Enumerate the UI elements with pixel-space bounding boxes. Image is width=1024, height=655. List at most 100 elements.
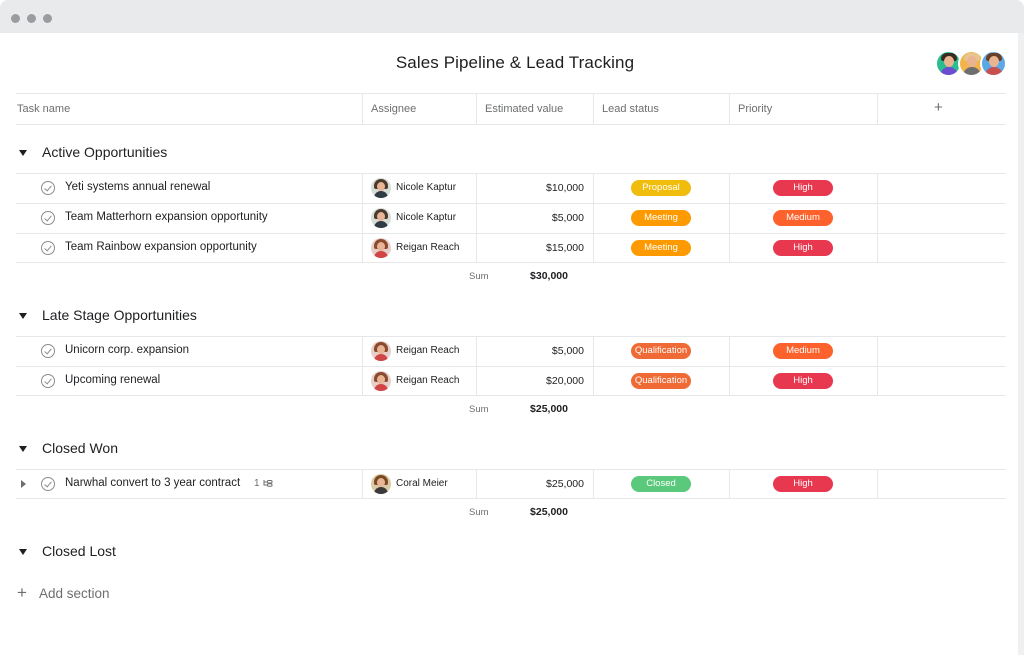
assignee-avatar[interactable]: [371, 238, 391, 258]
task-row[interactable]: Narwhal convert to 3 year contract 1 Coral…: [16, 469, 1006, 499]
task-row[interactable]: Upcoming renewal Reigan Reach $20,000 Quali…: [16, 366, 1006, 396]
row-divider: [16, 498, 1006, 499]
complete-checkbox-icon[interactable]: [41, 477, 55, 491]
member-avatar-1[interactable]: [935, 50, 962, 77]
priority-badge[interactable]: High: [773, 240, 833, 256]
complete-checkbox-icon[interactable]: [41, 374, 55, 388]
column-divider: [593, 336, 594, 395]
avatar-face: [377, 242, 385, 251]
column-divider: [476, 469, 477, 498]
complete-checkbox-icon[interactable]: [41, 241, 55, 255]
task-name[interactable]: Yeti systems annual renewal: [65, 181, 211, 193]
task-name[interactable]: Upcoming renewal: [65, 374, 161, 386]
row-divider: [16, 173, 1006, 174]
assignee-name[interactable]: Reigan Reach: [396, 242, 460, 253]
estimated-value[interactable]: $5,000: [551, 212, 584, 224]
estimated-value[interactable]: $25,000: [546, 478, 584, 490]
assignee-name[interactable]: Reigan Reach: [396, 345, 460, 356]
priority-badge[interactable]: High: [773, 373, 833, 389]
task-name[interactable]: Narwhal convert to 3 year contract: [65, 477, 241, 489]
column-header-lead-status[interactable]: Lead status: [602, 103, 659, 115]
priority-badge[interactable]: Medium: [773, 210, 833, 226]
header-column-divider: [593, 94, 594, 124]
task-row[interactable]: Yeti systems annual renewal Nicole Kaptur…: [16, 173, 1006, 203]
task-name[interactable]: Team Rainbow expansion opportunity: [65, 241, 257, 253]
task-name[interactable]: Team Matterhorn expansion opportunity: [65, 211, 268, 223]
row-divider: [16, 366, 1006, 367]
column-divider: [877, 173, 878, 262]
assignee-avatar[interactable]: [371, 341, 391, 361]
window-edge: [1018, 33, 1024, 655]
caret-down-icon[interactable]: [19, 549, 27, 555]
column-header-priority[interactable]: Priority: [738, 103, 773, 115]
row-divider: [16, 336, 1006, 337]
window-titlebar: [0, 0, 1024, 33]
estimated-value[interactable]: $5,000: [551, 345, 584, 357]
assignee-avatar[interactable]: [371, 474, 391, 494]
column-divider: [362, 173, 363, 262]
row-divider: [16, 262, 1006, 263]
complete-checkbox-icon[interactable]: [41, 344, 55, 358]
complete-checkbox-icon[interactable]: [41, 211, 55, 225]
add-section-label: Add section: [39, 586, 110, 601]
avatar-body: [963, 67, 981, 75]
column-divider: [593, 469, 594, 498]
avatar-body: [985, 67, 1003, 75]
avatar-body: [374, 384, 388, 391]
assignee-avatar[interactable]: [371, 371, 391, 391]
subtask-icon: [263, 480, 273, 487]
assignee-avatar[interactable]: [371, 178, 391, 198]
member-avatar-3[interactable]: [980, 50, 1007, 77]
priority-badge[interactable]: High: [773, 180, 833, 196]
priority-badge[interactable]: High: [773, 476, 833, 492]
avatar-face: [377, 478, 385, 487]
column-divider: [476, 173, 477, 262]
lead-status-badge[interactable]: Proposal: [631, 180, 691, 196]
avatar-face: [377, 212, 385, 221]
lead-status-badge[interactable]: Meeting: [631, 240, 691, 256]
task-name[interactable]: Unicorn corp. expansion: [65, 344, 190, 356]
avatar-body: [940, 67, 958, 75]
column-header-assignee[interactable]: Assignee: [371, 103, 417, 115]
assignee-name[interactable]: Nicole Kaptur: [396, 182, 457, 193]
column-header-estimated-value[interactable]: Estimated value: [485, 103, 564, 115]
column-divider: [729, 173, 730, 262]
window-zoom-dot[interactable]: [43, 14, 52, 23]
task-row[interactable]: Unicorn corp. expansion Reigan Reach $5,00…: [16, 336, 1006, 366]
column-header-task-name[interactable]: Task name: [17, 103, 71, 115]
estimated-value[interactable]: $15,000: [546, 242, 584, 254]
window-close-dot[interactable]: [11, 14, 20, 23]
add-column-button[interactable]: +: [934, 99, 943, 116]
task-row[interactable]: Team Rainbow expansion opportunity Reigan…: [16, 233, 1006, 263]
caret-down-icon[interactable]: [19, 446, 27, 452]
lead-status-badge[interactable]: Closed: [631, 476, 691, 492]
row-divider: [16, 395, 1006, 396]
task-row[interactable]: Team Matterhorn expansion opportunity Nic…: [16, 203, 1006, 233]
assignee-avatar[interactable]: [371, 208, 391, 228]
assignee-name[interactable]: Nicole Kaptur: [396, 212, 457, 223]
assignee-name[interactable]: Reigan Reach: [396, 375, 460, 386]
avatar-body: [374, 251, 388, 258]
priority-badge[interactable]: Medium: [773, 343, 833, 359]
estimated-value[interactable]: $10,000: [546, 182, 584, 194]
estimated-value[interactable]: $20,000: [546, 375, 584, 387]
header-column-divider: [729, 94, 730, 124]
section-title: Late Stage Opportunities: [42, 307, 197, 323]
header-column-divider: [476, 94, 477, 124]
caret-down-icon[interactable]: [19, 150, 27, 156]
window-minimize-dot[interactable]: [27, 14, 36, 23]
column-divider: [729, 336, 730, 395]
complete-checkbox-icon[interactable]: [41, 181, 55, 195]
section-title: Active Opportunities: [42, 144, 168, 160]
lead-status-badge[interactable]: Qualification: [631, 343, 691, 359]
lead-status-badge[interactable]: Qualification: [631, 373, 691, 389]
expand-subtasks-icon[interactable]: [21, 480, 26, 488]
column-divider: [476, 336, 477, 395]
header-column-divider: [877, 94, 878, 124]
assignee-name[interactable]: Coral Meier: [396, 478, 448, 489]
subtask-count[interactable]: 1: [254, 478, 273, 489]
caret-down-icon[interactable]: [19, 313, 27, 319]
lead-status-badge[interactable]: Meeting: [631, 210, 691, 226]
header-top-divider: [16, 93, 1006, 94]
